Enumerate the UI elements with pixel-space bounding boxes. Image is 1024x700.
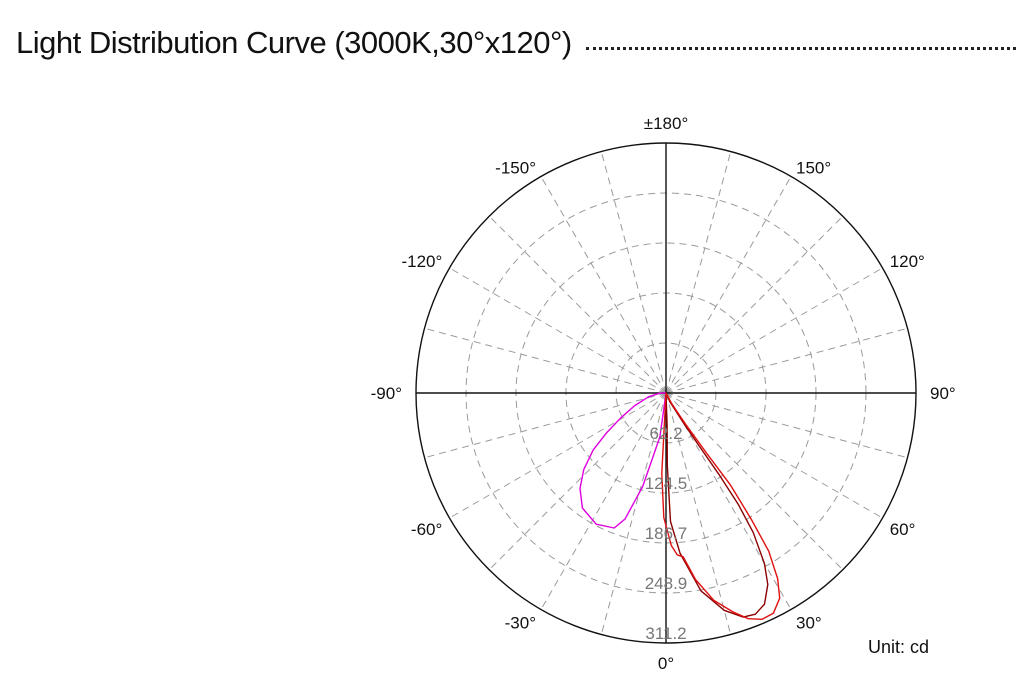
grid-spoke-195 <box>600 151 667 394</box>
angle-label-6: -90° <box>371 384 402 403</box>
grid-spoke-105 <box>665 327 908 394</box>
series-curve-0 <box>579 392 667 529</box>
ring-label-3: 248.9 <box>645 574 688 593</box>
ring-label-1: 124.5 <box>645 474 688 493</box>
angle-label-10: -30° <box>505 614 536 633</box>
angle-label-9: 30° <box>796 614 822 633</box>
angle-label-4: -120° <box>401 252 442 271</box>
ring-label-4: 311.2 <box>645 624 686 643</box>
title-dotted-leader <box>585 46 1016 50</box>
angle-label-3: 120° <box>890 252 925 271</box>
grid-spoke-60 <box>665 392 883 519</box>
angle-label-5: 90° <box>930 384 956 403</box>
unit-label: Unit: cd <box>868 637 929 657</box>
grid-spoke-15 <box>665 392 732 635</box>
ring-label-2: 186.7 <box>645 524 688 543</box>
grid-spoke-315 <box>488 392 667 571</box>
page-title: Light Distribution Curve (3000K,30°x120°… <box>16 25 572 60</box>
angle-label-2: -150° <box>495 158 536 177</box>
series-layer <box>579 392 781 620</box>
grid-spoke-255 <box>424 327 667 394</box>
grid-spoke-300 <box>449 392 667 519</box>
grid-spoke-345 <box>600 392 667 635</box>
grid-spoke-210 <box>540 176 667 394</box>
angle-label-0: ±180° <box>644 114 689 133</box>
grid-spoke-285 <box>424 392 667 459</box>
angle-label-7: 60° <box>890 520 916 539</box>
header: Light Distribution Curve (3000K,30°x120°… <box>16 18 1016 68</box>
ring-label-0: 62.2 <box>649 424 682 443</box>
angle-label-11: 0° <box>658 654 674 673</box>
labels-layer: 62.2 124.5 186.7 248.9 311.2 ±180° 150° -150° 12… <box>371 114 956 673</box>
grid-spoke-30 <box>665 392 792 610</box>
angle-label-1: 150° <box>796 158 831 177</box>
grid-spoke-135 <box>665 215 844 394</box>
angle-label-8: -60° <box>411 520 442 539</box>
grid-spoke-45 <box>665 392 844 571</box>
grid-spoke-225 <box>488 215 667 394</box>
grid-spoke-165 <box>665 151 732 394</box>
series-curve-2 <box>661 392 781 620</box>
grid-spoke-330 <box>540 392 667 610</box>
grid-spoke-75 <box>665 392 908 459</box>
grid-spoke-150 <box>665 176 792 394</box>
series-curve-1 <box>665 392 769 618</box>
grid-spoke-240 <box>449 267 667 394</box>
grid-spoke-120 <box>665 267 883 394</box>
